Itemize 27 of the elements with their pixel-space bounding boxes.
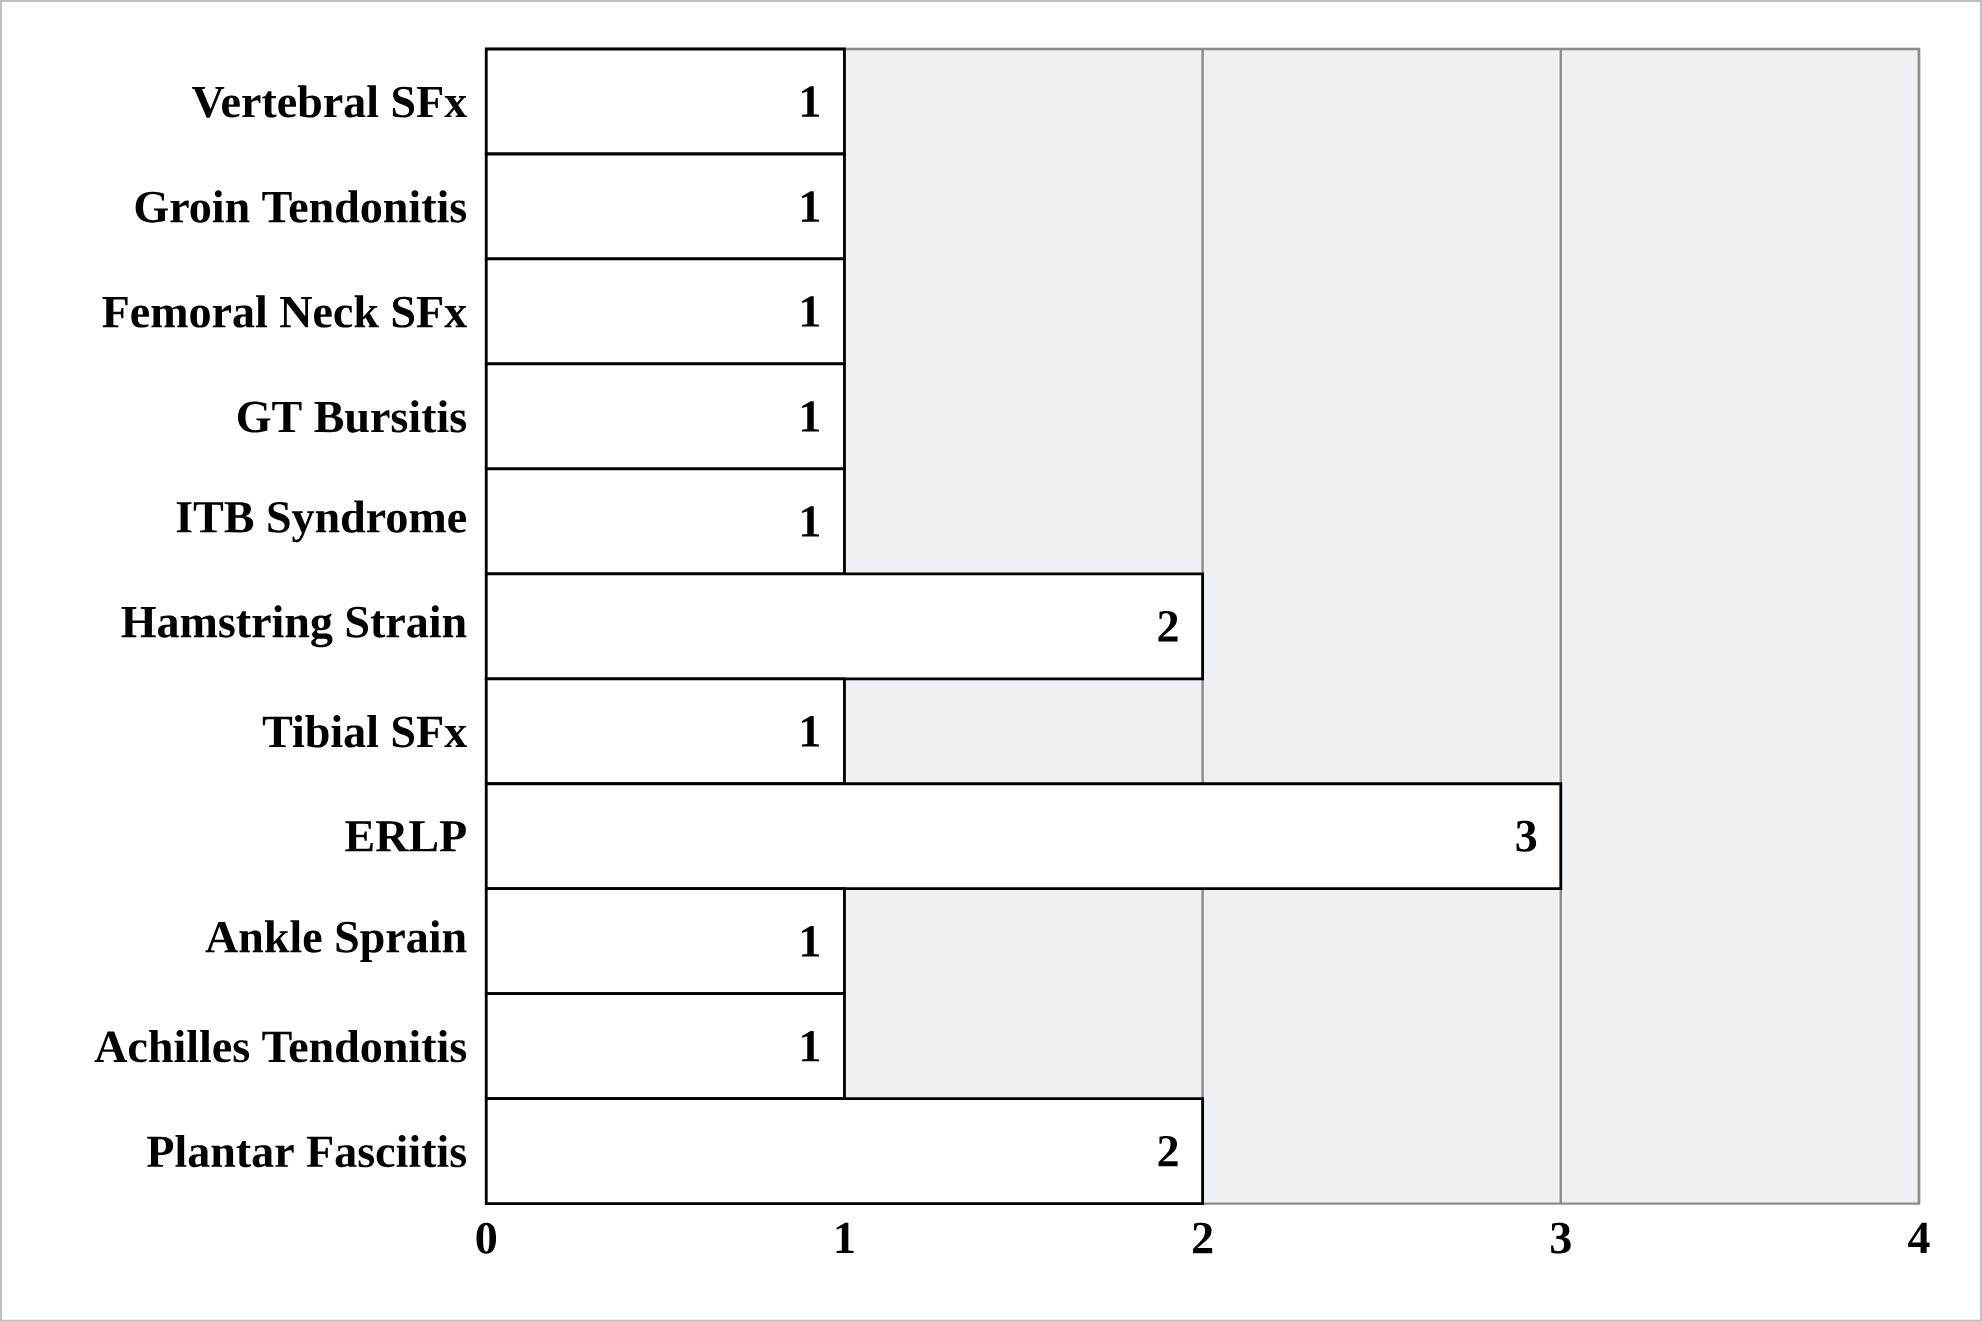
y-tick-label: Achilles Tendonitis bbox=[94, 1030, 467, 1063]
data-label: 1 bbox=[802, 1031, 819, 1062]
data-label: 1 bbox=[802, 191, 819, 222]
y-tick-label: Groin Tendonitis bbox=[135, 190, 467, 223]
data-label: 1 bbox=[802, 716, 819, 747]
y-tick-label: GT Bursitis bbox=[237, 400, 467, 433]
y-tick-label: Femoral Neck SFx bbox=[102, 295, 467, 328]
data-label: 1 bbox=[802, 506, 819, 537]
y-tick-label: ITB Syndrome bbox=[176, 500, 466, 543]
y-tick-label: Hamstring Strain bbox=[121, 605, 467, 648]
y-tick-label: ERLP bbox=[345, 821, 466, 852]
data-label: 2 bbox=[1158, 1136, 1178, 1167]
x-tick-label: 2 bbox=[1193, 1222, 1213, 1254]
x-tick-label: 3 bbox=[1551, 1222, 1571, 1254]
data-label: 1 bbox=[802, 86, 819, 117]
y-tick-label: Vertebral SFx bbox=[192, 85, 467, 118]
x-tick-label: 4 bbox=[1908, 1222, 1930, 1254]
y-tick-label: Plantar Fasciitis bbox=[147, 1135, 467, 1168]
x-tick-label: 1 bbox=[836, 1222, 854, 1254]
y-tick-label: Tibial SFx bbox=[262, 715, 467, 748]
y-tick-label: Ankle Sprain bbox=[205, 920, 467, 963]
data-label: 1 bbox=[802, 401, 819, 432]
data-label: 1 bbox=[802, 296, 819, 327]
data-label: 3 bbox=[1516, 820, 1537, 852]
data-label: 2 bbox=[1158, 611, 1178, 642]
data-label: 1 bbox=[802, 926, 819, 957]
x-tick-label: 0 bbox=[476, 1222, 497, 1254]
